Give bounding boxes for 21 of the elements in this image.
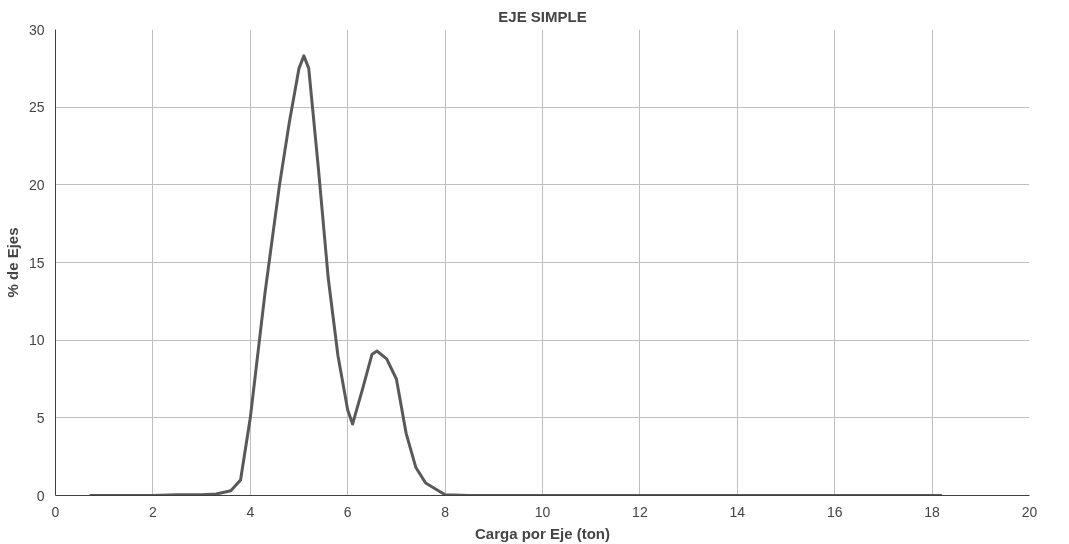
x-tick-label: 18 — [924, 503, 941, 520]
x-tick-label: 2 — [149, 503, 158, 520]
x-tick-label: 6 — [343, 503, 352, 520]
chart-title: EJE SIMPLE — [498, 7, 587, 25]
y-tick-label: 15 — [28, 254, 45, 271]
y-tick-label: 10 — [28, 332, 45, 349]
y-tick-label: 20 — [28, 176, 45, 193]
y-tick-label: 0 — [36, 487, 45, 504]
x-tick-label: 8 — [441, 503, 450, 520]
x-tick-label: 0 — [51, 503, 60, 520]
x-tick-label: 20 — [1021, 503, 1038, 520]
y-axis-title: % de Ejes — [3, 227, 21, 298]
y-tick-label: 30 — [28, 21, 45, 38]
x-tick-label: 10 — [534, 503, 551, 520]
x-tick-label: 12 — [632, 503, 648, 520]
y-tick-label: 5 — [36, 409, 45, 426]
x-axis-title: Carga por Eje (ton) — [475, 524, 611, 542]
x-tick-label: 14 — [729, 503, 746, 520]
y-tick-label: 25 — [28, 99, 45, 116]
x-tick-label: 4 — [246, 503, 255, 520]
x-tick-label: 16 — [826, 503, 843, 520]
